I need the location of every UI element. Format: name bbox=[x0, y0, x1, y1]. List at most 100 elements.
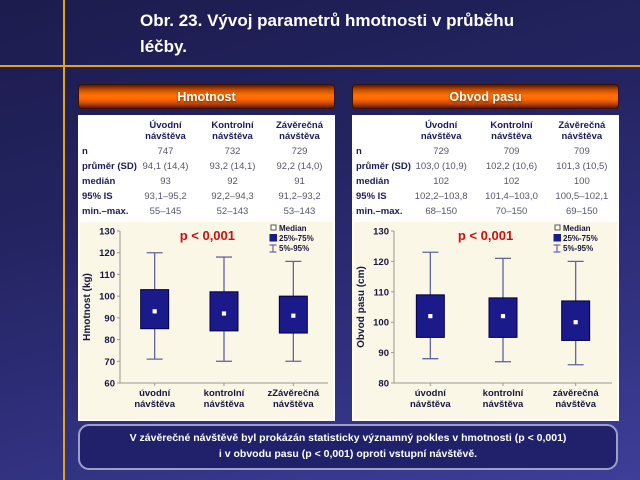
median-marker bbox=[427, 313, 434, 319]
y-tick-label: 90 bbox=[104, 313, 115, 324]
y-tick-label: 90 bbox=[378, 348, 389, 359]
x-category-label: kontrolní bbox=[204, 388, 245, 399]
table-row: 95% IS 102,2–103,8 101,4–103,0 100,5–102,1 bbox=[354, 189, 617, 204]
table-column-header: Úvodní návštěva bbox=[420, 120, 462, 142]
median-marker bbox=[290, 312, 297, 319]
table-row-label: medián bbox=[82, 175, 116, 187]
legend-label: Median bbox=[279, 224, 307, 233]
legend-iqr-icon bbox=[553, 233, 561, 242]
x-category-label: kontrolní bbox=[483, 388, 524, 399]
table-row: min.–max. 55–145 52–143 53–143 bbox=[80, 204, 333, 219]
x-axis bbox=[394, 382, 612, 386]
table-cell: 100,5–102,1 bbox=[555, 190, 609, 202]
table-cell: 92,2 (14,0) bbox=[276, 160, 323, 172]
p-value-label: p < 0,001 bbox=[458, 228, 513, 243]
table-cell: 91 bbox=[294, 175, 305, 187]
table-cell: 91,2–93,2 bbox=[278, 190, 321, 202]
x-category-label: návštěva bbox=[410, 399, 451, 410]
x-category-label: úvodní bbox=[139, 388, 170, 399]
x-category-label: návštěva bbox=[134, 399, 175, 410]
table-column-header: Kontrolní návštěva bbox=[211, 120, 254, 142]
table-cell: 102 bbox=[503, 175, 520, 187]
table-row-label: medián bbox=[356, 175, 390, 187]
waist-stats-table-container: Úvodní návštěva Kontrolní návštěva Závěreč… bbox=[354, 117, 617, 219]
panel-waist-header: Obvod pasu bbox=[352, 84, 619, 109]
table-row-label: min.–max. bbox=[82, 205, 129, 217]
table-cell: 709 bbox=[573, 145, 590, 157]
table-cell: 747 bbox=[157, 145, 174, 157]
legend-label: Median bbox=[563, 224, 591, 233]
panel-weight: Hmotnost Úvodní návštěva Kontrolní návště… bbox=[78, 84, 335, 421]
legend-label: 5%-95% bbox=[563, 244, 593, 253]
boxplot-group-1 bbox=[488, 257, 518, 363]
footer-note: V závěrečné návštěvě byl prokázán statis… bbox=[78, 424, 618, 470]
table-cell: 55–145 bbox=[149, 205, 182, 217]
table-column-header: Kontrolní návštěva bbox=[490, 120, 533, 142]
panel-weight-body: Úvodní návštěva Kontrolní návštěva Závěreč… bbox=[78, 115, 335, 421]
table-cell: 101,3 (10,5) bbox=[556, 160, 608, 172]
accent-horizontal-line bbox=[0, 65, 640, 67]
table-cell: 69–150 bbox=[565, 205, 598, 217]
table-row: medián 93 92 91 bbox=[80, 174, 333, 189]
table-column-header: Úvodní návštěva bbox=[145, 120, 186, 142]
x-category-label: úvodní bbox=[415, 388, 446, 399]
x-axis bbox=[120, 382, 328, 386]
panel-weight-header: Hmotnost bbox=[78, 84, 335, 109]
y-tick-label: 70 bbox=[104, 357, 115, 368]
table-row-label: průměr (SD) bbox=[356, 160, 411, 172]
legend-median-icon bbox=[270, 224, 277, 231]
slide-title-line-2: léčby. bbox=[140, 36, 187, 56]
y-tick-label: 110 bbox=[100, 270, 115, 281]
legend-label: 25%-75% bbox=[279, 234, 314, 243]
weight-stats-table-container: Úvodní návštěva Kontrolní návštěva Závěreč… bbox=[80, 117, 333, 219]
legend-whisker-icon bbox=[553, 244, 561, 253]
table-cell: 100 bbox=[573, 175, 590, 187]
table-row: 95% IS 93,1–95,2 92,2–94,3 91,2–93,2 bbox=[80, 189, 333, 204]
table-row-label: 95% IS bbox=[356, 190, 387, 202]
median-marker bbox=[221, 310, 227, 317]
table-cell: 729 bbox=[291, 145, 308, 157]
y-tick-label: 100 bbox=[373, 318, 389, 329]
table-cell: 94,1 (14,4) bbox=[142, 160, 189, 172]
weight-boxplot-chart-area: 60 70 80 90 100 110 120 130 úvodní návštěva kontro… bbox=[80, 221, 333, 419]
table-cell: 102,2 (10,6) bbox=[485, 160, 538, 172]
table-column-header: Závěrečná návštěva bbox=[558, 120, 606, 142]
legend-iqr-icon bbox=[269, 233, 277, 242]
median-marker bbox=[500, 313, 506, 319]
table-row-label: 95% IS bbox=[82, 190, 113, 202]
y-tick-label: 100 bbox=[99, 291, 115, 302]
stats-table: Úvodní návštěva Kontrolní návštěva Závěreč… bbox=[354, 119, 617, 219]
y-tick-label: 120 bbox=[373, 257, 389, 268]
footer-line-1: V závěrečné návštěvě byl prokázán statis… bbox=[129, 432, 567, 445]
table-cell: 103,0 (10,9) bbox=[415, 160, 467, 172]
table-cell: 93,1–95,2 bbox=[144, 190, 187, 202]
table-column-header: Závěrečná návštěva bbox=[275, 120, 323, 142]
median-marker bbox=[151, 308, 158, 315]
y-axis-title: Obvod pasu (cm) bbox=[356, 266, 367, 348]
y-axis: 80 90 100 110 120 130 bbox=[373, 226, 395, 389]
stats-table: Úvodní návštěva Kontrolní návštěva Závěreč… bbox=[80, 119, 333, 219]
table-cell: 53–143 bbox=[283, 205, 316, 217]
table-cell: 729 bbox=[433, 145, 450, 157]
accent-vertical-line bbox=[63, 0, 65, 480]
table-row: medián 102 102 100 bbox=[354, 174, 617, 189]
legend-whisker-icon bbox=[269, 244, 277, 253]
table-row: n 729 709 709 bbox=[354, 144, 617, 159]
slide-title: Obr. 23. Vývoj parametrů hmotnosti v prů… bbox=[140, 8, 610, 59]
y-axis-title: Hmotnost (kg) bbox=[82, 273, 93, 341]
boxplot-group-2 bbox=[278, 260, 308, 362]
y-tick-label: 80 bbox=[378, 378, 389, 389]
weight-boxplot-chart: 60708090100110120130úvodnínávštěvakontro… bbox=[82, 224, 328, 410]
y-tick-label: 80 bbox=[104, 335, 115, 346]
table-cell: 102 bbox=[433, 175, 450, 187]
table-cell: 68–150 bbox=[425, 205, 458, 217]
x-category-label: zZávěrečná bbox=[267, 388, 319, 399]
footer-line-2: i v obvodu pasu (p < 0,001) oproti vstup… bbox=[218, 448, 478, 460]
table-cell: 102,2–103,8 bbox=[414, 190, 468, 202]
boxplot-group-1 bbox=[209, 256, 239, 362]
legend-median-icon bbox=[554, 224, 561, 231]
y-tick-label: 110 bbox=[374, 287, 389, 298]
